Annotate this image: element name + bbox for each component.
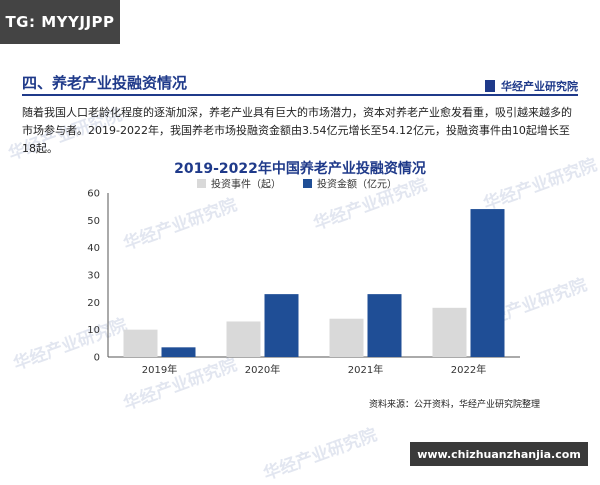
chart-title: 2019-2022年中国养老产业投融资情况 <box>174 161 426 177</box>
x-tick-label: 2020年 <box>245 363 280 376</box>
y-tick-label: 0 <box>94 353 100 364</box>
legend-label: 投资金额（亿元） <box>317 178 397 191</box>
bar-amount <box>264 294 299 357</box>
bar-events <box>226 321 261 357</box>
y-tick-label: 10 <box>87 325 100 336</box>
y-tick-label: 50 <box>87 216 100 227</box>
y-tick-label: 40 <box>87 243 100 254</box>
legend-label: 投资事件（起） <box>211 178 281 191</box>
bar-amount <box>470 209 505 357</box>
title-divider <box>22 94 578 96</box>
bar-chart: 投资事件（起） 投资金额（亿元） 0 10 20 30 40 50 60 2019年 2020年 20… <box>87 178 520 376</box>
bar-events <box>329 318 364 357</box>
section-title: 四、养老产业投融资情况 <box>22 74 188 92</box>
website-banner: www.chizhuanzhanjia.com <box>410 442 588 466</box>
y-tick-label: 20 <box>87 298 100 309</box>
y-tick-label: 30 <box>87 271 100 282</box>
brand-logo: 华经产业研究院 <box>485 78 578 94</box>
x-tick-label: 2022年 <box>451 363 486 376</box>
bar-events <box>123 329 158 357</box>
brand-icon <box>485 80 495 92</box>
tag-text: TG: MYYJJPP <box>5 13 115 31</box>
source-note: 资料来源：公开资料，华经产业研究院整理 <box>368 400 540 410</box>
watermark-text: 华经产业研究院 <box>261 425 380 485</box>
bar-amount <box>161 347 196 357</box>
body-paragraph: 随着我国人口老龄化程度的逐渐加深，养老产业具有巨大的市场潜力，资本对养老产业愈发… <box>22 106 572 155</box>
x-tick-label: 2019年 <box>142 363 177 376</box>
tag-label: TG: MYYJJPP <box>0 0 120 44</box>
website-url: www.chizhuanzhanjia.com <box>417 447 581 461</box>
bar-amount <box>367 294 402 357</box>
bar-events <box>432 307 467 357</box>
x-tick-label: 2021年 <box>348 363 383 376</box>
legend-swatch <box>197 179 206 188</box>
legend-swatch <box>303 179 312 188</box>
y-tick-label: 60 <box>87 189 100 200</box>
brand-name: 华经产业研究院 <box>501 80 578 93</box>
